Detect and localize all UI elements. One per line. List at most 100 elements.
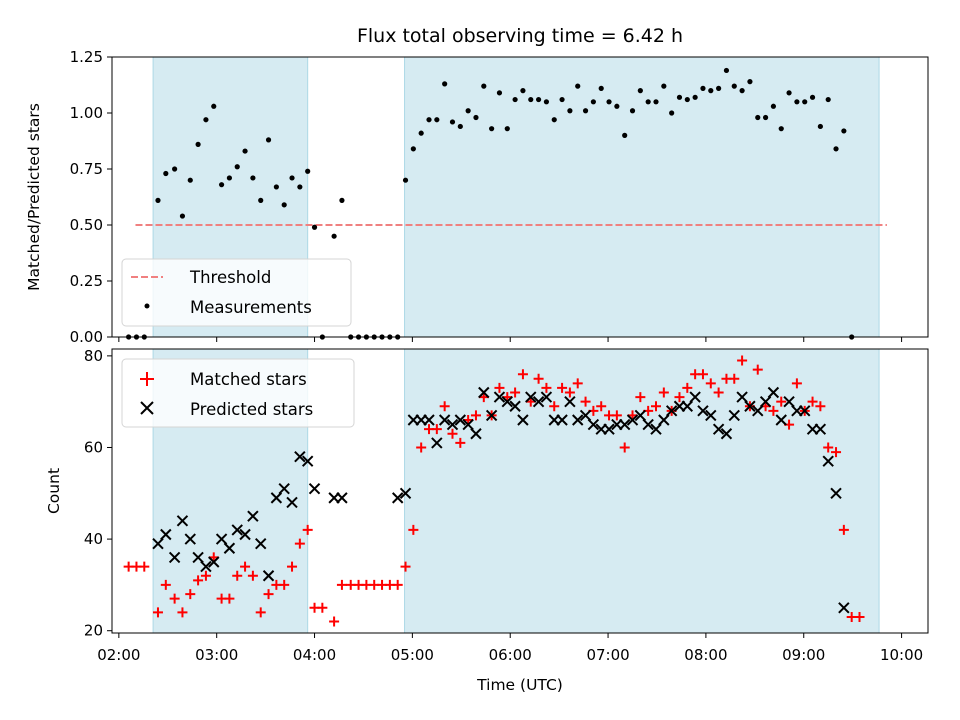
top-y-axis: 0.00 0.25 0.50 0.75 1.00 1.25 <box>70 48 112 346</box>
bottom-y-tick-label: 80 <box>84 347 103 365</box>
predicted-point <box>525 391 537 403</box>
top-shaded-interval-1 <box>404 56 880 338</box>
measurement-point <box>684 96 690 103</box>
matched-point <box>517 369 528 380</box>
predicted-star-points <box>152 386 850 614</box>
measurement-point <box>739 88 745 94</box>
x-tick-label: 08:00 <box>684 646 727 664</box>
measurement-point <box>716 85 722 91</box>
measurement-point <box>809 94 816 100</box>
predicted-point <box>822 455 834 467</box>
predicted-point <box>642 418 654 431</box>
bottom-legend-box <box>121 358 355 428</box>
matched-star-points <box>123 355 865 627</box>
matched-point <box>557 382 568 393</box>
measurement-point <box>786 90 792 96</box>
predicted-point <box>239 528 251 541</box>
matched-point <box>177 607 188 618</box>
matched-point <box>193 575 204 586</box>
predicted-point <box>184 533 196 545</box>
measurement-point <box>559 96 565 103</box>
matched-point <box>224 593 235 604</box>
measurement-point <box>449 119 456 125</box>
matched-point <box>336 579 347 590</box>
bottom-y-axis: 20 40 60 80 <box>84 347 112 640</box>
predicted-point <box>160 528 172 541</box>
measurement-point <box>645 99 651 105</box>
predicted-point <box>775 414 787 426</box>
measurement-point <box>567 108 573 114</box>
measurement-point <box>598 85 604 91</box>
predicted-point <box>799 405 811 417</box>
matched-point <box>815 401 826 412</box>
x-tick-label: 02:00 <box>97 646 140 664</box>
top-legend: Threshold Measurements <box>121 258 352 327</box>
measurement-point <box>187 177 193 183</box>
predicted-point <box>485 409 498 422</box>
bottom-y-axis-label: Count <box>45 468 63 514</box>
matched-point <box>705 378 716 389</box>
matched-point <box>823 442 834 453</box>
matched-point <box>737 355 748 366</box>
measurement-point <box>473 114 479 121</box>
matched-point <box>240 561 251 572</box>
top-shaded-intervals <box>152 56 880 338</box>
predicted-point <box>634 409 647 422</box>
predicted-point <box>294 450 306 463</box>
measurement-point <box>496 90 503 96</box>
x-tick-label: 07:00 <box>586 646 629 664</box>
matched-point <box>768 405 779 416</box>
matched-point <box>752 364 763 375</box>
measurement-point <box>258 197 264 203</box>
matched-point <box>447 428 458 439</box>
predicted-point <box>247 510 259 522</box>
legend-predicted-label: Predicted stars <box>190 400 313 419</box>
matched-point <box>139 561 150 572</box>
measurement-point <box>195 141 201 147</box>
matched-point <box>247 570 258 581</box>
predicted-point <box>399 487 412 499</box>
legend-measurements-swatch <box>144 303 150 309</box>
top-y-tick-label: 0.00 <box>70 328 103 346</box>
measurement-point <box>676 94 683 100</box>
matched-point <box>807 396 818 407</box>
matched-point <box>263 589 274 600</box>
matched-point <box>549 401 560 412</box>
matched-point <box>287 561 298 572</box>
legend-matched-label: Matched stars <box>190 370 307 389</box>
chart-title: Flux total observing time = 6.42 h <box>357 25 683 47</box>
predicted-point <box>572 414 584 426</box>
legend-predicted-swatch <box>140 401 154 415</box>
measurement-point <box>281 202 287 208</box>
measurement-point <box>755 114 761 121</box>
predicted-point <box>587 418 600 431</box>
matched-point <box>416 442 427 453</box>
matched-point <box>831 447 842 458</box>
matched-point <box>674 392 685 403</box>
legend-threshold-label: Threshold <box>189 268 271 287</box>
measurement-point <box>606 99 612 105</box>
x-axis: 02:00 03:00 04:00 05:00 06:00 07:00 08:00 09:00… <box>97 633 923 664</box>
measurement-point <box>418 130 424 136</box>
x-tick-label: 04:00 <box>293 646 336 664</box>
bottom-legend: Matched stars Predicted stars <box>121 358 355 428</box>
bottom-axes-frame <box>111 348 929 634</box>
matched-point <box>185 589 196 600</box>
measurement-point <box>614 103 620 109</box>
matched-point <box>838 524 849 535</box>
predicted-point <box>838 602 850 614</box>
predicted-point <box>532 395 545 408</box>
measurement-point <box>770 103 777 109</box>
measurement-point <box>692 94 698 100</box>
predicted-point <box>423 414 435 426</box>
measurement-point <box>457 123 463 130</box>
predicted-point <box>478 386 490 399</box>
predicted-point <box>540 391 553 403</box>
top-x-ticks <box>118 337 903 342</box>
matched-point <box>697 369 708 380</box>
measurement-point <box>520 88 526 94</box>
measurement-point <box>250 175 256 181</box>
top-axes-frame <box>111 56 929 338</box>
predicted-point <box>705 409 717 422</box>
